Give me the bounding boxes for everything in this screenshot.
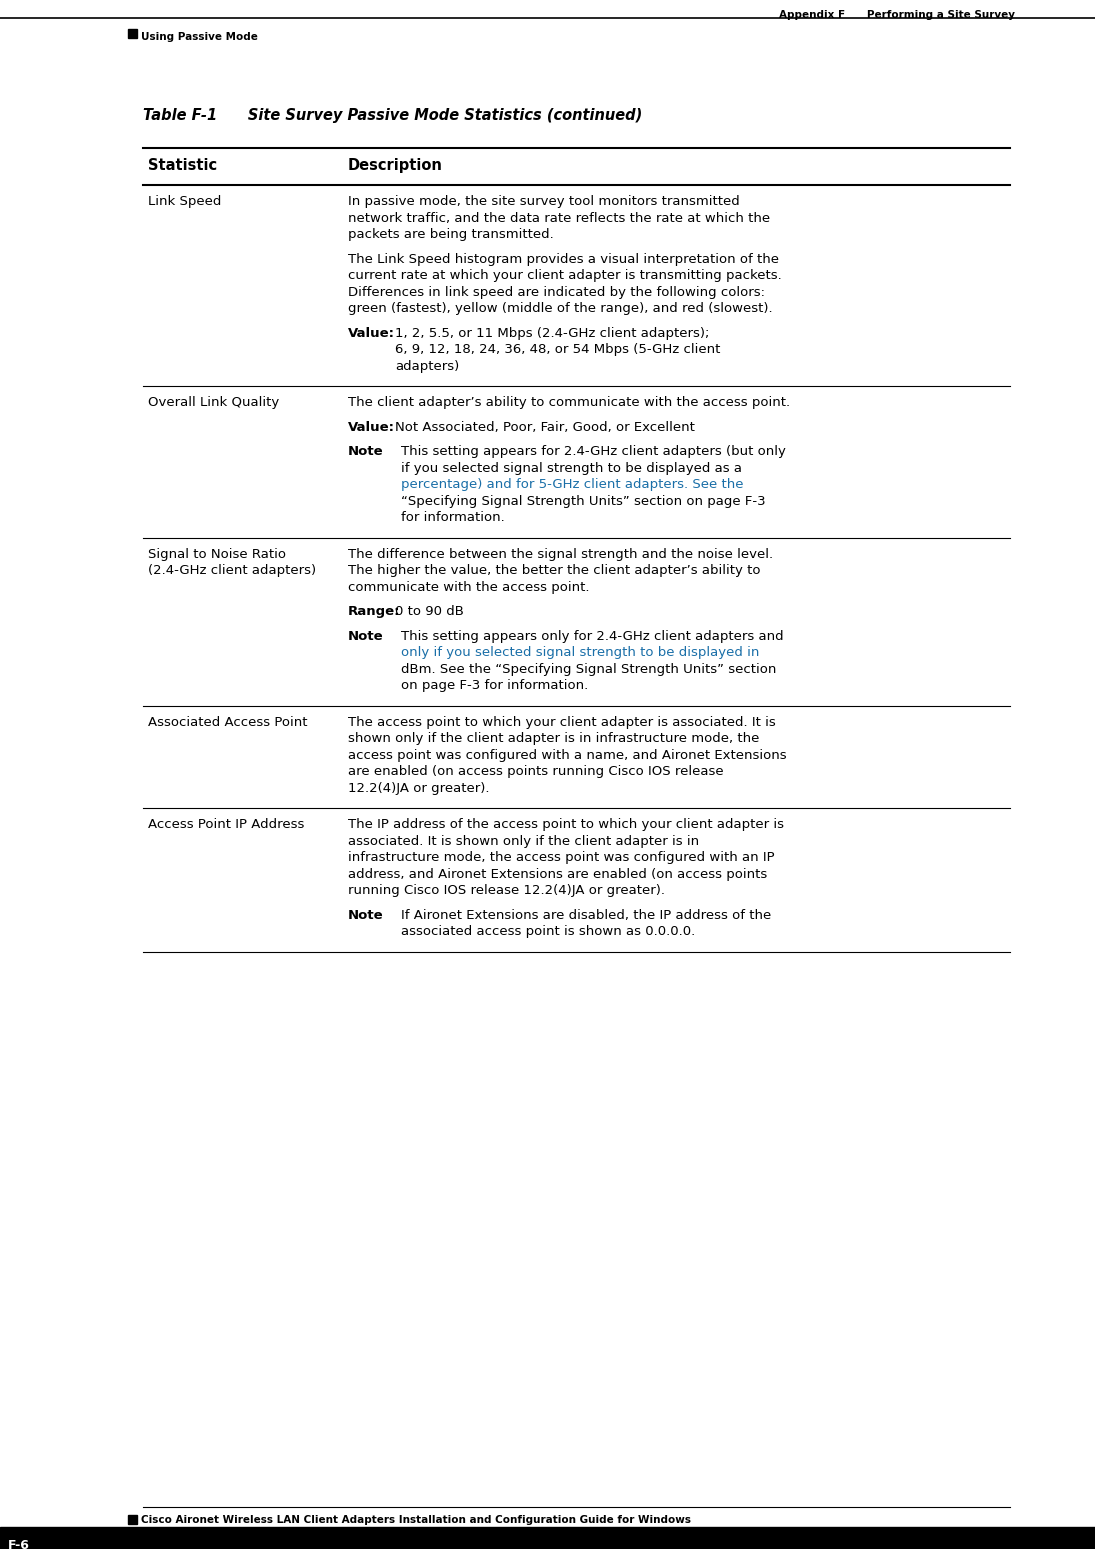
Text: Access Point IP Address: Access Point IP Address (148, 818, 304, 830)
Bar (128, 1515, 137, 1524)
Text: If Aironet Extensions are disabled, the IP address of the: If Aironet Extensions are disabled, the … (401, 909, 771, 922)
Text: Associated Access Point: Associated Access Point (148, 716, 308, 728)
Text: Note: Note (348, 909, 383, 922)
Bar (128, 29, 137, 39)
Text: for information.: for information. (401, 511, 505, 524)
Text: Cisco Aironet Wireless LAN Client Adapters Installation and Configuration Guide : Cisco Aironet Wireless LAN Client Adapte… (141, 1515, 691, 1526)
Text: Statistic: Statistic (148, 158, 217, 173)
Text: associated. It is shown only if the client adapter is in: associated. It is shown only if the clie… (348, 835, 699, 847)
Text: Value:: Value: (348, 327, 395, 339)
Text: Signal to Noise Ratio: Signal to Noise Ratio (148, 547, 286, 561)
Text: Table F-1      Site Survey Passive Mode Statistics (continued): Table F-1 Site Survey Passive Mode Stati… (143, 108, 643, 122)
Text: Not Associated, Poor, Fair, Good, or Excellent: Not Associated, Poor, Fair, Good, or Exc… (395, 420, 695, 434)
Text: “Specifying Signal Strength Units” section on page F-3: “Specifying Signal Strength Units” secti… (401, 494, 765, 508)
Text: Note: Note (348, 629, 383, 643)
Text: green (fastest), yellow (middle of the range), and red (slowest).: green (fastest), yellow (middle of the r… (348, 302, 773, 314)
Text: 0 to 90 dB: 0 to 90 dB (395, 606, 464, 618)
Text: current rate at which your client adapter is transmitting packets.: current rate at which your client adapte… (348, 270, 782, 282)
Text: access point was configured with a name, and Aironet Extensions: access point was configured with a name,… (348, 748, 786, 762)
Text: Appendix F      Performing a Site Survey: Appendix F Performing a Site Survey (779, 9, 1015, 20)
Text: packets are being transmitted.: packets are being transmitted. (348, 228, 554, 242)
Text: 6, 9, 12, 18, 24, 36, 48, or 54 Mbps (5-GHz client: 6, 9, 12, 18, 24, 36, 48, or 54 Mbps (5-… (395, 342, 721, 356)
Text: Range:: Range: (348, 606, 401, 618)
Text: Using Passive Mode: Using Passive Mode (141, 33, 258, 42)
Text: network traffic, and the data rate reflects the rate at which the: network traffic, and the data rate refle… (348, 212, 770, 225)
Text: Overall Link Quality: Overall Link Quality (148, 397, 279, 409)
Text: adapters): adapters) (395, 359, 459, 372)
Text: 12.2(4)JA or greater).: 12.2(4)JA or greater). (348, 782, 489, 795)
Text: Value:: Value: (348, 420, 395, 434)
Text: Note: Note (348, 445, 383, 459)
Text: are enabled (on access points running Cisco IOS release: are enabled (on access points running Ci… (348, 765, 724, 778)
Text: 1, 2, 5.5, or 11 Mbps (2.4-GHz client adapters);: 1, 2, 5.5, or 11 Mbps (2.4-GHz client ad… (395, 327, 710, 339)
Text: on page F-3 for information.: on page F-3 for information. (401, 678, 588, 692)
Text: if you selected signal strength to be displayed as a: if you selected signal strength to be di… (401, 462, 742, 474)
Text: associated access point is shown as 0.0.0.0.: associated access point is shown as 0.0.… (401, 925, 695, 939)
Text: F-6: F-6 (8, 1540, 30, 1549)
Text: The higher the value, the better the client adapter’s ability to: The higher the value, the better the cli… (348, 564, 761, 576)
Text: only if you selected signal strength to be displayed in: only if you selected signal strength to … (401, 646, 759, 658)
Text: running Cisco IOS release 12.2(4)JA or greater).: running Cisco IOS release 12.2(4)JA or g… (348, 884, 665, 897)
Text: The client adapter’s ability to communicate with the access point.: The client adapter’s ability to communic… (348, 397, 791, 409)
Bar (0, 1527, 1095, 1549)
Text: Differences in link speed are indicated by the following colors:: Differences in link speed are indicated … (348, 285, 765, 299)
Text: Link Speed: Link Speed (148, 195, 221, 208)
Text: address, and Aironet Extensions are enabled (on access points: address, and Aironet Extensions are enab… (348, 867, 768, 880)
Text: dBm. See the “Specifying Signal Strength Units” section: dBm. See the “Specifying Signal Strength… (401, 663, 776, 675)
Text: shown only if the client adapter is in infrastructure mode, the: shown only if the client adapter is in i… (348, 733, 759, 745)
Text: The Link Speed histogram provides a visual interpretation of the: The Link Speed histogram provides a visu… (348, 252, 779, 265)
Text: The difference between the signal strength and the noise level.: The difference between the signal streng… (348, 547, 773, 561)
Text: This setting appears only for 2.4-GHz client adapters and: This setting appears only for 2.4-GHz cl… (401, 629, 784, 643)
Text: OL-1394-06: OL-1394-06 (934, 1540, 1015, 1549)
Text: (2.4-GHz client adapters): (2.4-GHz client adapters) (148, 564, 316, 576)
Text: Description: Description (348, 158, 442, 173)
Text: This setting appears for 2.4-GHz client adapters (but only: This setting appears for 2.4-GHz client … (401, 445, 786, 459)
Text: In passive mode, the site survey tool monitors transmitted: In passive mode, the site survey tool mo… (348, 195, 740, 208)
Text: infrastructure mode, the access point was configured with an IP: infrastructure mode, the access point wa… (348, 850, 774, 864)
Text: The IP address of the access point to which your client adapter is: The IP address of the access point to wh… (348, 818, 784, 830)
Text: The access point to which your client adapter is associated. It is: The access point to which your client ad… (348, 716, 775, 728)
Text: communicate with the access point.: communicate with the access point. (348, 581, 589, 593)
Text: percentage) and for 5-GHz client adapters. See the: percentage) and for 5-GHz client adapter… (401, 479, 744, 491)
